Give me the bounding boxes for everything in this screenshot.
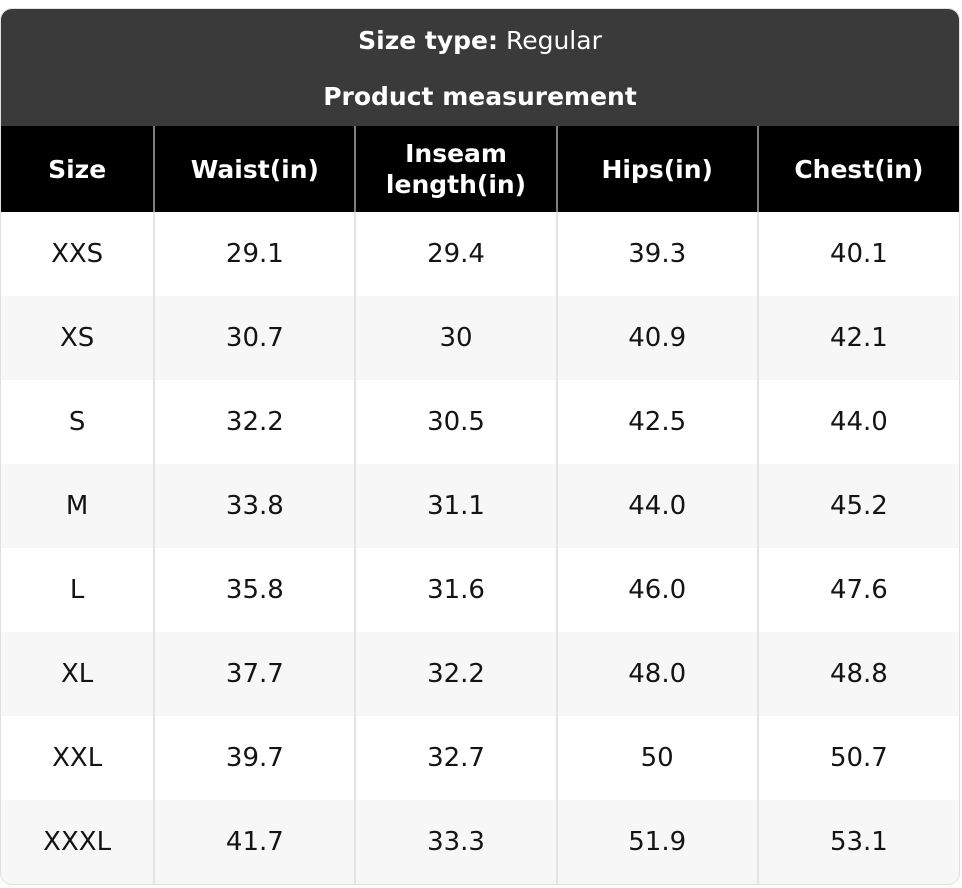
chest-cell: 45.2 bbox=[756, 464, 959, 548]
waist-cell: 37.7 bbox=[153, 632, 356, 716]
inseam-cell: 33.3 bbox=[354, 800, 557, 884]
inseam-cell: 31.1 bbox=[354, 464, 557, 548]
size-cell: S bbox=[68, 407, 86, 437]
size-cell: XXS bbox=[51, 239, 104, 269]
size-chart-banner: Size type: Regular Product measurement bbox=[1, 9, 959, 126]
size-cell: XS bbox=[59, 323, 95, 353]
hips-cell: 50 bbox=[555, 716, 758, 800]
inseam-cell: 32.7 bbox=[354, 716, 557, 800]
size-cell: XXL bbox=[52, 743, 103, 773]
size-cell: XXXL bbox=[43, 827, 112, 857]
size-table-body: XXS 29.1 29.4 39.3 40.1 XS 30.7 30 40.9 … bbox=[1, 212, 959, 884]
column-header-chest: Chest(in) bbox=[756, 126, 959, 212]
table-row: XXXL 41.7 33.3 51.9 53.1 bbox=[1, 800, 959, 884]
chest-cell: 53.1 bbox=[756, 800, 959, 884]
waist-cell: 35.8 bbox=[153, 548, 356, 632]
column-header-size: Size bbox=[1, 126, 155, 212]
column-header-inseam: Inseam length(in) bbox=[354, 126, 557, 212]
size-table-header: Size Waist(in) Inseam length(in) Hips(in… bbox=[1, 126, 959, 212]
hips-cell: 48.0 bbox=[555, 632, 758, 716]
size-cell: L bbox=[69, 575, 85, 605]
waist-cell: 33.8 bbox=[153, 464, 356, 548]
inseam-cell: 31.6 bbox=[354, 548, 557, 632]
table-row: L 35.8 31.6 46.0 47.6 bbox=[1, 548, 959, 632]
hips-cell: 46.0 bbox=[555, 548, 758, 632]
chest-cell: 47.6 bbox=[756, 548, 959, 632]
waist-cell: 41.7 bbox=[153, 800, 356, 884]
hips-cell: 44.0 bbox=[555, 464, 758, 548]
size-type-label: Size type: bbox=[358, 26, 499, 55]
table-row: XXL 39.7 32.7 50 50.7 bbox=[1, 716, 959, 800]
header-row: Size Waist(in) Inseam length(in) Hips(in… bbox=[1, 126, 959, 212]
product-measurement-title: Product measurement bbox=[323, 82, 637, 111]
waist-cell: 32.2 bbox=[153, 380, 356, 464]
chest-cell: 48.8 bbox=[756, 632, 959, 716]
size-cell: M bbox=[65, 491, 89, 521]
table-row: XS 30.7 30 40.9 42.1 bbox=[1, 296, 959, 380]
inseam-cell: 30.5 bbox=[354, 380, 557, 464]
size-cell: XL bbox=[60, 659, 94, 689]
waist-cell: 29.1 bbox=[153, 212, 356, 296]
column-header-hips: Hips(in) bbox=[555, 126, 758, 212]
inseam-cell: 30 bbox=[354, 296, 557, 380]
hips-cell: 42.5 bbox=[555, 380, 758, 464]
chest-cell: 40.1 bbox=[756, 212, 959, 296]
table-row: XL 37.7 32.2 48.0 48.8 bbox=[1, 632, 959, 716]
table-row: S 32.2 30.5 42.5 44.0 bbox=[1, 380, 959, 464]
chest-cell: 50.7 bbox=[756, 716, 959, 800]
size-table: Size Waist(in) Inseam length(in) Hips(in… bbox=[1, 126, 959, 884]
size-chart-card: Size type: Regular Product measurement S… bbox=[0, 8, 960, 885]
size-type-line: Size type: Regular bbox=[11, 25, 949, 57]
table-row: M 33.8 31.1 44.0 45.2 bbox=[1, 464, 959, 548]
chest-cell: 42.1 bbox=[756, 296, 959, 380]
inseam-cell: 29.4 bbox=[354, 212, 557, 296]
size-type-value: Regular bbox=[505, 26, 602, 55]
hips-cell: 51.9 bbox=[555, 800, 758, 884]
hips-cell: 40.9 bbox=[555, 296, 758, 380]
chest-cell: 44.0 bbox=[756, 380, 959, 464]
column-header-waist: Waist(in) bbox=[153, 126, 356, 212]
table-row: XXS 29.1 29.4 39.3 40.1 bbox=[1, 212, 959, 296]
inseam-cell: 32.2 bbox=[354, 632, 557, 716]
waist-cell: 39.7 bbox=[153, 716, 356, 800]
waist-cell: 30.7 bbox=[153, 296, 356, 380]
hips-cell: 39.3 bbox=[555, 212, 758, 296]
